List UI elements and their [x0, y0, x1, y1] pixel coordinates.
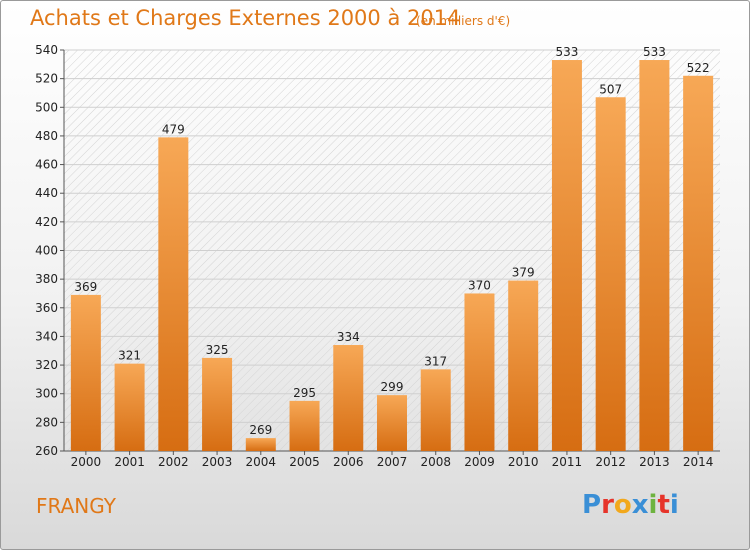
x-tick-label: 2005: [289, 455, 320, 469]
y-tick-label: 480: [35, 129, 58, 143]
data-label-2013: 533: [643, 45, 666, 59]
y-tick-label: 400: [35, 244, 58, 258]
x-tick-label: 2011: [552, 455, 583, 469]
bar-2004: [245, 438, 276, 451]
data-label-2003: 325: [206, 343, 229, 357]
bar-2000: [70, 294, 101, 451]
data-label-2012: 507: [599, 82, 622, 96]
bar-2011: [551, 60, 582, 452]
data-label-2011: 533: [555, 45, 578, 59]
x-tick-label: 2008: [420, 455, 451, 469]
bar-2012: [595, 97, 626, 451]
bar-2003: [202, 357, 233, 451]
data-label-2010: 379: [512, 266, 535, 280]
logo-letter: i: [648, 490, 658, 520]
x-tick-label: 2004: [246, 455, 277, 469]
x-tick-label: 2009: [464, 455, 495, 469]
y-tick-label: 520: [35, 72, 58, 86]
bar-2009: [464, 293, 495, 451]
y-tick-label: 260: [35, 444, 58, 458]
logo-letter: x: [631, 490, 649, 520]
data-label-2005: 295: [293, 386, 316, 400]
data-label-2008: 317: [424, 354, 447, 368]
data-label-2014: 522: [687, 61, 710, 75]
logo-letter: t: [657, 490, 670, 520]
data-label-2007: 299: [381, 380, 404, 394]
bar-2007: [377, 395, 407, 451]
x-tick-label: 2010: [508, 455, 539, 469]
bar-2006: [333, 345, 364, 451]
y-tick-label: 500: [35, 100, 58, 114]
y-tick-label: 320: [35, 358, 58, 372]
x-tick-label: 2007: [377, 455, 408, 469]
bar-2010: [508, 280, 539, 451]
bar-2002: [158, 137, 189, 451]
data-label-2004: 269: [249, 423, 272, 437]
commune-name: FRANGY: [36, 494, 116, 518]
bar-2008: [420, 369, 451, 451]
x-tick-label: 2000: [71, 455, 102, 469]
y-tick-label: 380: [35, 272, 58, 286]
y-tick-label: 300: [35, 387, 58, 401]
x-tick-label: 2013: [639, 455, 670, 469]
bar-2001: [114, 363, 145, 451]
y-tick-label: 280: [35, 415, 58, 429]
x-tick-label: 2012: [595, 455, 626, 469]
y-tick-label: 420: [35, 215, 58, 229]
data-label-2000: 369: [74, 280, 97, 294]
data-label-2009: 370: [468, 278, 491, 292]
chart-title: Achats et Charges Externes 2000 à 2014: [30, 6, 461, 30]
data-label-2002: 479: [162, 122, 185, 136]
proxiti-logo: Proxiti: [582, 490, 679, 520]
logo-letter: r: [601, 490, 614, 520]
y-tick-label: 460: [35, 158, 58, 172]
x-tick-label: 2003: [202, 455, 233, 469]
y-tick-label: 360: [35, 301, 58, 315]
chart-subtitle: (en milliers d'€): [416, 14, 511, 28]
y-tick-label: 440: [35, 186, 58, 200]
x-tick-label: 2002: [158, 455, 189, 469]
bar-2005: [289, 400, 320, 451]
logo-letter: o: [613, 490, 632, 520]
bar-2014: [683, 75, 714, 452]
x-tick-label: 2001: [114, 455, 145, 469]
y-tick-label: 540: [35, 43, 58, 57]
logo-letter: P: [582, 490, 602, 520]
bar-2013: [639, 60, 670, 452]
logo-letter: i: [669, 490, 679, 520]
data-label-2001: 321: [118, 349, 141, 363]
data-label-2006: 334: [337, 330, 360, 344]
y-tick-label: 340: [35, 329, 58, 343]
x-tick-label: 2014: [683, 455, 714, 469]
x-tick-label: 2006: [333, 455, 364, 469]
